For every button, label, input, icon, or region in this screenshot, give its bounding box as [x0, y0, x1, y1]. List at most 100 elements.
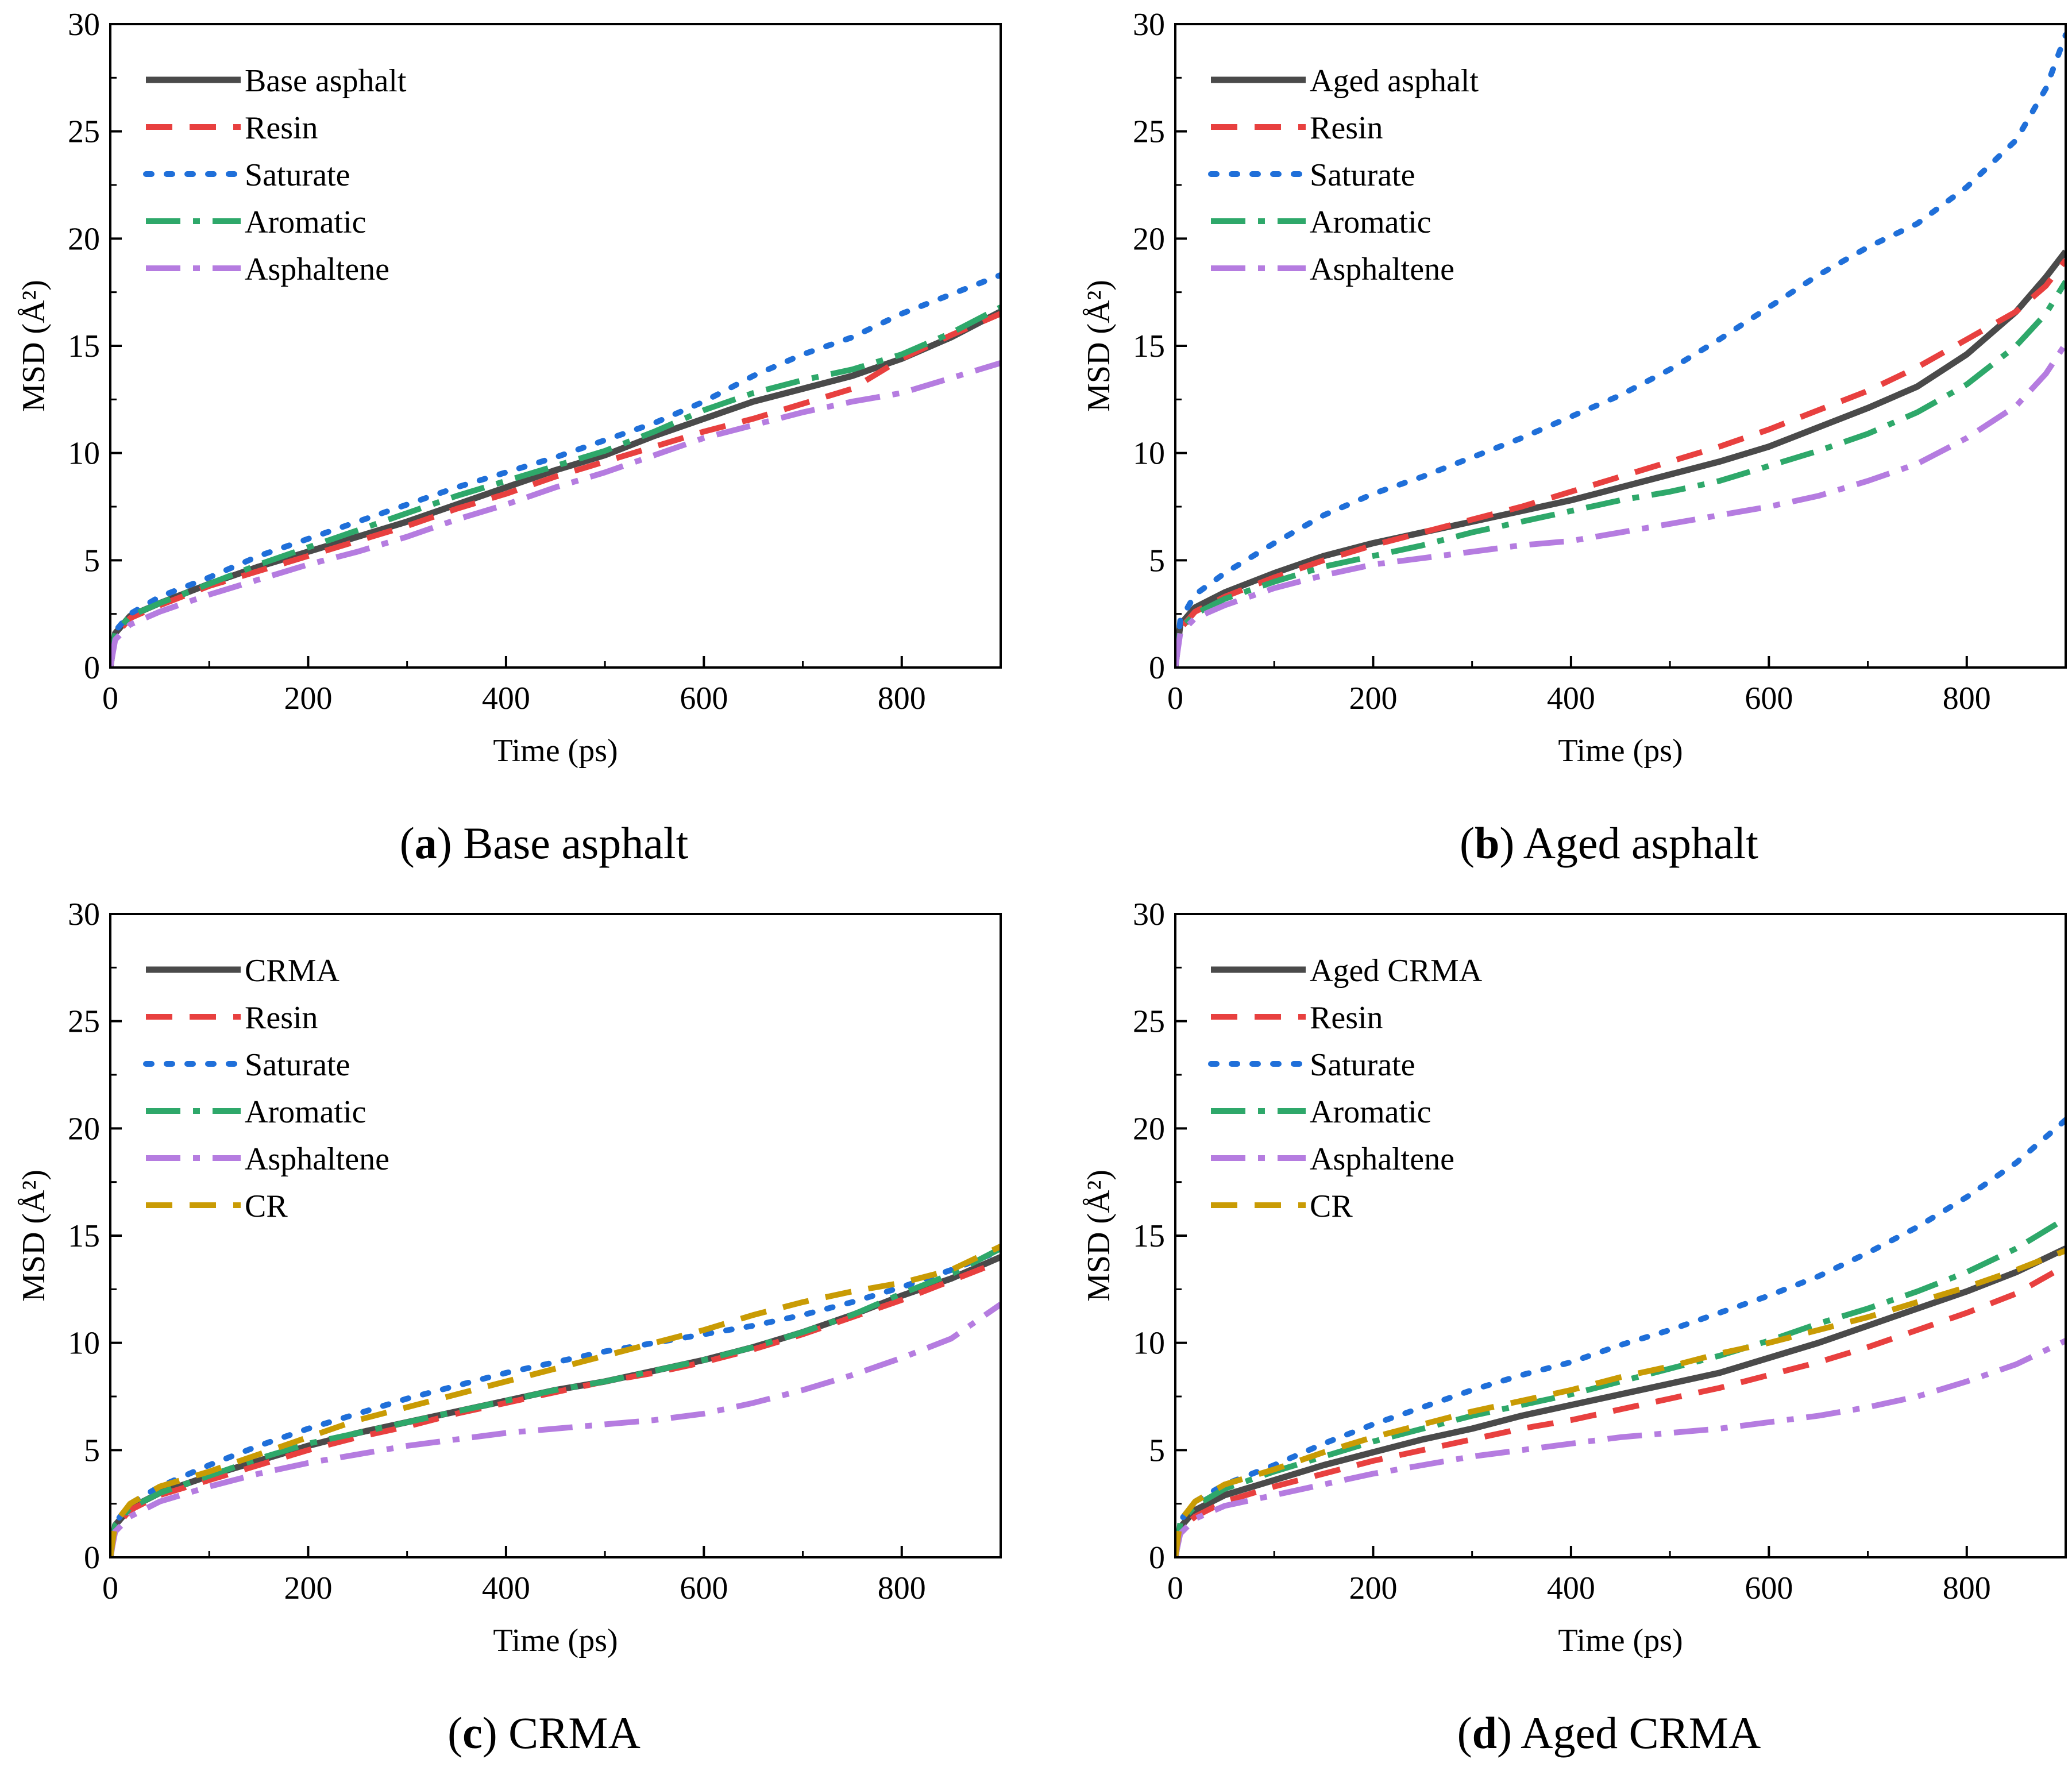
x-axis-label: Time (ps) — [1558, 733, 1683, 769]
x-tick-label: 400 — [482, 681, 530, 716]
y-tick-label: 0 — [84, 650, 100, 686]
x-tick-label: 400 — [1547, 1571, 1595, 1606]
y-tick-label: 25 — [68, 114, 100, 150]
panel-caption: (c) CRMA — [447, 1708, 640, 1758]
y-tick-label: 30 — [1133, 897, 1165, 932]
x-tick-label: 800 — [1943, 681, 1991, 716]
panel-c: 0 200 400 600 800 0 5 10 15 20 25 30 Time (ps) MSD (Å… — [16, 897, 1002, 1758]
legend-label: CRMA — [245, 953, 339, 989]
y-tick-label: 15 — [1133, 329, 1165, 364]
legend-label: Resin — [245, 1000, 318, 1036]
legend-label: Aged asphalt — [1310, 63, 1479, 99]
legend-label: Saturate — [245, 157, 350, 193]
legend-label: Aromatic — [245, 205, 366, 240]
y-tick-label: 10 — [68, 1326, 100, 1361]
legend-label: Saturate — [1310, 157, 1415, 193]
legend-label: Base asphalt — [245, 63, 407, 99]
series-line-aged-asphalt — [1175, 249, 2066, 668]
series-line-resin — [1175, 258, 2066, 668]
series-line-saturate — [110, 1248, 1001, 1557]
legend-label: Resin — [1310, 110, 1383, 146]
y-tick-label: 20 — [1133, 1111, 1165, 1147]
legend-label: CR — [245, 1189, 288, 1224]
plot-frame — [1174, 913, 2067, 1558]
y-tick-label: 10 — [1133, 1326, 1165, 1361]
legend-label: Asphaltene — [245, 1141, 389, 1177]
y-axis-label: MSD (Å²) — [16, 1170, 52, 1302]
legend-label: Saturate — [1310, 1047, 1415, 1083]
y-tick-label: 5 — [84, 543, 100, 578]
series-line-cr — [110, 1244, 1001, 1557]
series-line-saturate — [1175, 1117, 2066, 1557]
x-tick-label: 800 — [878, 681, 926, 716]
x-tick-label: 200 — [1349, 1571, 1397, 1606]
y-tick-label: 10 — [68, 436, 100, 472]
series-line-saturate — [110, 272, 1001, 668]
panel-d: 0 200 400 600 800 0 5 10 15 20 25 30 Time (ps) MSD (Å… — [1081, 897, 2067, 1758]
y-tick-label: 20 — [1133, 221, 1165, 257]
x-axis-label: Time (ps) — [493, 1623, 618, 1658]
x-tick-label: 400 — [482, 1571, 530, 1606]
series-line-aromatic — [1175, 1216, 2066, 1557]
y-tick-label: 30 — [1133, 7, 1165, 43]
y-axis-label: MSD (Å²) — [1081, 280, 1117, 412]
y-tick-label: 5 — [1149, 1433, 1165, 1468]
legend-label: Aromatic — [245, 1094, 366, 1130]
x-tick-label: 400 — [1547, 681, 1595, 716]
series-line-aged-crma — [1175, 1245, 2066, 1557]
x-tick-label: 600 — [1745, 681, 1793, 716]
legend-label: Aromatic — [1310, 1094, 1431, 1130]
series-line-saturate — [1175, 32, 2066, 668]
y-tick-label: 5 — [84, 1433, 100, 1468]
y-tick-label: 30 — [68, 7, 100, 43]
y-tick-label: 15 — [68, 1218, 100, 1254]
x-tick-label: 600 — [680, 681, 728, 716]
series-line-aromatic — [110, 1245, 1001, 1557]
y-tick-label: 25 — [1133, 1004, 1165, 1040]
series-line-resin — [110, 311, 1001, 668]
y-tick-label: 15 — [68, 329, 100, 364]
series-line-asphaltene — [1175, 1338, 2066, 1557]
x-tick-label: 200 — [284, 681, 332, 716]
series-line-asphaltene — [110, 1302, 1001, 1557]
x-tick-label: 0 — [1167, 1571, 1183, 1606]
y-tick-label: 0 — [84, 1540, 100, 1576]
y-tick-label: 10 — [1133, 436, 1165, 472]
series-line-crma — [110, 1254, 1001, 1557]
legend-label: Aromatic — [1310, 205, 1431, 240]
x-axis-label: Time (ps) — [1558, 1623, 1683, 1658]
legend-label: Asphaltene — [1310, 252, 1454, 287]
x-tick-label: 800 — [878, 1571, 926, 1606]
legend-label: Resin — [245, 110, 318, 146]
legend-label: CR — [1310, 1189, 1353, 1224]
x-tick-label: 200 — [1349, 681, 1397, 716]
legend-label: Asphaltene — [245, 252, 389, 287]
legend-label: Asphaltene — [1310, 1141, 1454, 1177]
y-tick-label: 25 — [68, 1004, 100, 1040]
series-line-resin — [1175, 1263, 2066, 1557]
panel-caption: (d) Aged CRMA — [1457, 1708, 1761, 1758]
x-tick-label: 200 — [284, 1571, 332, 1606]
x-tick-label: 600 — [1745, 1571, 1793, 1606]
y-tick-label: 0 — [1149, 650, 1165, 686]
x-tick-label: 0 — [102, 1571, 118, 1606]
series-line-aromatic — [110, 304, 1001, 668]
y-tick-label: 20 — [68, 221, 100, 257]
y-tick-label: 20 — [68, 1111, 100, 1147]
x-tick-label: 0 — [102, 681, 118, 716]
y-axis-label: MSD (Å²) — [1081, 1170, 1117, 1302]
y-tick-label: 5 — [1149, 543, 1165, 578]
x-axis-label: Time (ps) — [493, 733, 618, 769]
x-tick-label: 0 — [1167, 681, 1183, 716]
series-line-aromatic — [1175, 280, 2066, 668]
y-tick-label: 15 — [1133, 1218, 1165, 1254]
x-tick-label: 600 — [680, 1571, 728, 1606]
legend-label: Resin — [1310, 1000, 1383, 1036]
panel-caption: (a) Base asphalt — [400, 818, 689, 868]
panel-b: 0 200 400 600 800 0 5 10 15 20 25 30 Time (ps) MSD (Å… — [1081, 7, 2067, 868]
y-tick-label: 0 — [1149, 1540, 1165, 1576]
x-tick-label: 800 — [1943, 1571, 1991, 1606]
y-axis-label: MSD (Å²) — [16, 280, 52, 412]
series-line-asphaltene — [110, 360, 1001, 668]
